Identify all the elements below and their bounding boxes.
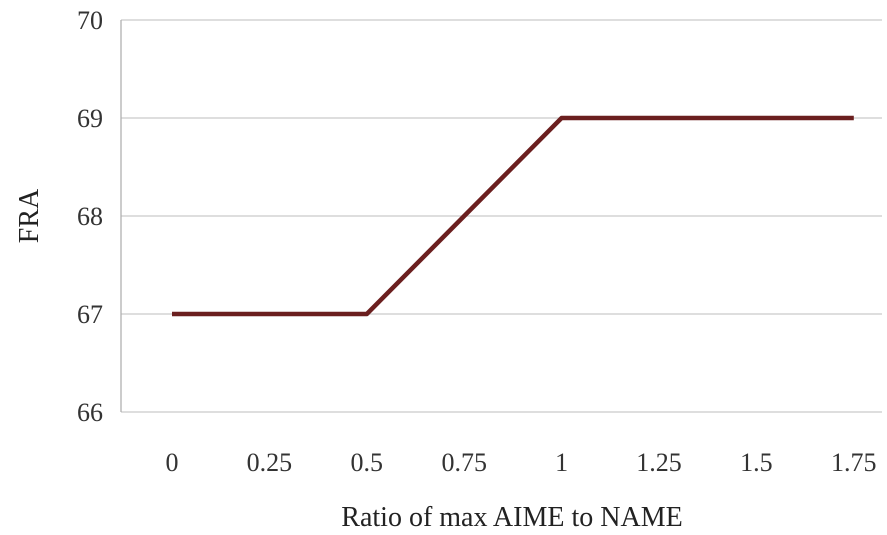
x-tick-label: 1.75	[831, 448, 877, 477]
y-tick-labels: 66 67 68 69 70	[77, 6, 103, 427]
x-axis-title: Ratio of max AIME to NAME	[341, 502, 682, 533]
x-tick-label: 0.25	[247, 448, 293, 477]
y-tick-label: 69	[77, 104, 103, 133]
x-tick-label: 1	[555, 448, 568, 477]
series-line-0	[172, 115, 854, 317]
x-tick-label: 1.25	[636, 448, 682, 477]
x-tick-labels: 0 0.25 0.5 0.75 1 1.25 1.5 1.75	[166, 448, 877, 477]
series-group	[171, 115, 854, 317]
gridlines	[121, 19, 882, 413]
y-tick-label: 70	[77, 6, 103, 35]
y-tick-label: 67	[77, 300, 103, 329]
x-tick-label: 0.5	[351, 448, 384, 477]
y-tick-label: 68	[77, 202, 103, 231]
x-tick-label: 1.5	[740, 448, 773, 477]
x-tick-label: 0	[166, 448, 179, 477]
x-tick-label: 0.75	[441, 448, 487, 477]
y-tick-label: 66	[77, 398, 103, 427]
y-axis-title: FRA	[14, 188, 45, 243]
